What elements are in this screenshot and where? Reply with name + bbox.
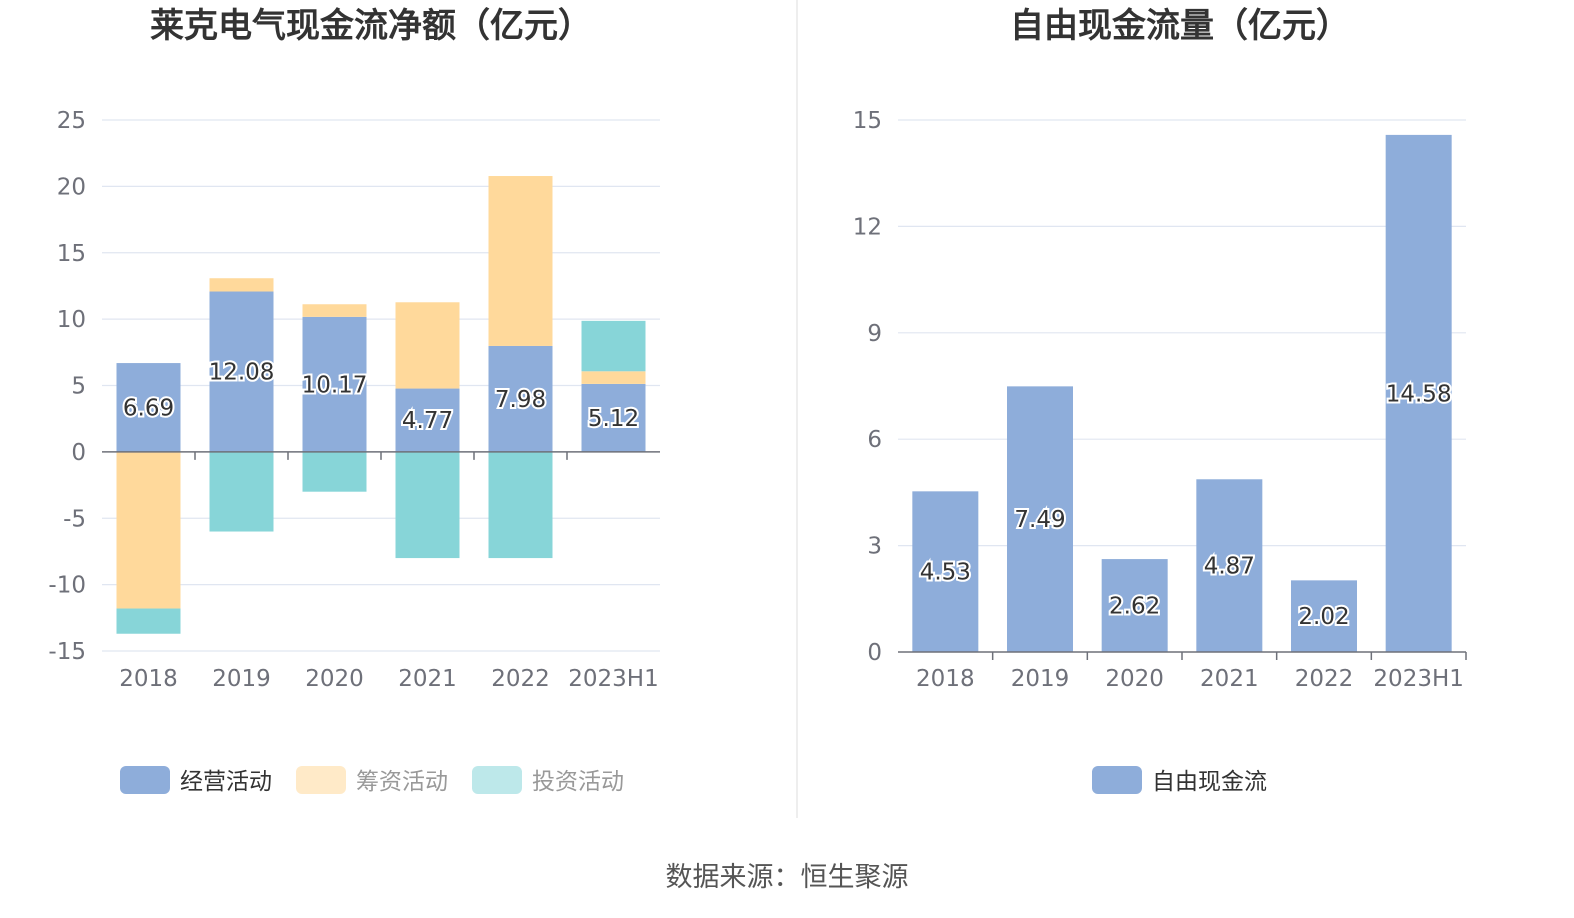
bar-自由现金流-2018 [912, 491, 979, 652]
left-zero-axis [102, 451, 660, 460]
y-tick-label: 15 [853, 108, 882, 134]
left-data-labels: 6.69 12.08 10.17 4.77 7.98 5.12 [121, 358, 641, 437]
right-y-axis: 15 12 9 6 3 0 [853, 108, 882, 666]
x-tick-label: 2020 [305, 666, 364, 692]
y-tick-label: -15 [48, 639, 86, 665]
bar-筹资活动-2023H1 [581, 371, 646, 384]
bar-投资活动-2021 [395, 451, 460, 559]
y-tick-label: 6 [867, 427, 882, 453]
x-tick-label: 2022 [1295, 666, 1354, 692]
right-data-labels: 4.53 7.49 2.62 4.87 2.02 14.58 [918, 379, 1454, 632]
bar-经营活动-2020 [302, 316, 367, 452]
value-label: 4.53 [920, 560, 971, 586]
right-legend: 自由现金流 [1092, 766, 1267, 795]
y-tick-label: 5 [71, 374, 86, 400]
x-tick-label: 2021 [1200, 666, 1259, 692]
bar-自由现金流-2020 [1101, 559, 1168, 652]
right-bars [912, 134, 1452, 652]
bar-筹资活动-2022 [488, 176, 553, 346]
left-y-axis: 25 20 15 10 5 0 -5 -10 -15 [48, 108, 86, 665]
bar-筹资活动-2019 [209, 278, 274, 292]
bar-投资活动-2022 [488, 451, 553, 559]
bar-经营活动-2023H1 [581, 383, 646, 452]
y-tick-label: -10 [48, 573, 86, 599]
bar-筹资活动-2021 [395, 302, 460, 389]
left-chart-title: 莱克电气现金流净额（亿元） [150, 6, 592, 46]
bar-投资活动-2019 [209, 451, 274, 532]
bar-筹资活动-2018 [116, 451, 181, 609]
x-tick-label: 2019 [212, 666, 271, 692]
value-label: 2.62 [1109, 594, 1160, 620]
value-label: 7.49 [1014, 507, 1065, 533]
bar-自由现金流-2022 [1291, 580, 1357, 652]
right-x-axis: 2018 2019 2020 2021 2022 2023H1 [916, 666, 1464, 692]
y-tick-label: 0 [867, 640, 882, 666]
x-tick-label: 2018 [119, 666, 178, 692]
bar-自由现金流-2021 [1196, 479, 1263, 652]
legend-label[interactable]: 筹资活动 [356, 769, 448, 795]
bar-经营活动-2018 [116, 363, 181, 452]
bar-经营活动-2019 [209, 291, 274, 452]
legend-swatch [296, 766, 346, 794]
bar-投资活动-2023H1 [581, 320, 646, 372]
value-label: 5.12 [588, 406, 639, 432]
y-tick-label: 12 [853, 214, 882, 240]
legend-swatch [1092, 766, 1142, 794]
legend-label[interactable]: 经营活动 [180, 769, 272, 795]
value-label: 10.17 [302, 372, 368, 398]
right-x-axis-line [898, 651, 1467, 660]
bar-投资活动-2018 [116, 608, 181, 634]
y-tick-label: 25 [57, 108, 86, 134]
value-label: 7.98 [495, 387, 546, 413]
value-label: 4.87 [1204, 554, 1255, 580]
left-x-axis: 2018 2019 2020 2021 2022 2023H1 [119, 666, 659, 692]
y-tick-label: 9 [867, 321, 882, 347]
right-grid [898, 119, 1466, 547]
y-tick-label: 3 [867, 534, 882, 560]
value-label: 12.08 [209, 360, 275, 386]
y-tick-label: 15 [57, 241, 86, 267]
left-bars [116, 176, 646, 634]
left-legend: 经营活动 筹资活动 投资活动 [120, 766, 624, 795]
bar-经营活动-2021 [395, 388, 460, 452]
x-tick-label: 2019 [1011, 666, 1070, 692]
x-tick-label: 2023H1 [1373, 666, 1463, 692]
x-tick-label: 2022 [491, 666, 550, 692]
y-tick-label: -5 [63, 506, 86, 532]
value-label: 4.77 [402, 408, 453, 434]
value-label: 6.69 [123, 395, 174, 421]
value-label: 2.02 [1298, 604, 1349, 630]
x-tick-label: 2020 [1105, 666, 1164, 692]
bar-经营活动-2022 [488, 345, 553, 452]
x-tick-label: 2023H1 [568, 666, 658, 692]
bar-筹资活动-2020 [302, 304, 367, 317]
data-source: 数据来源：恒生聚源 [666, 862, 909, 893]
legend-swatch [472, 766, 522, 794]
left-grid [102, 119, 660, 652]
bar-自由现金流-2023H1 [1385, 134, 1452, 652]
y-tick-label: 10 [57, 307, 86, 333]
x-tick-label: 2018 [916, 666, 975, 692]
y-tick-label: 20 [57, 174, 86, 200]
bar-自由现金流-2019 [1007, 386, 1073, 652]
legend-swatch [120, 766, 170, 794]
bar-投资活动-2020 [302, 451, 367, 492]
free-cash-flow-chart: 自由现金流量（亿元） 15 12 9 6 3 0 2018 2019 2020 2021 2022… [853, 6, 1467, 795]
x-tick-label: 2021 [398, 666, 457, 692]
value-label: 14.58 [1386, 381, 1452, 407]
legend-label[interactable]: 自由现金流 [1152, 769, 1267, 795]
right-chart-title: 自由现金流量（亿元） [1010, 6, 1350, 46]
legend-label[interactable]: 投资活动 [532, 769, 624, 795]
y-tick-label: 0 [71, 440, 86, 466]
